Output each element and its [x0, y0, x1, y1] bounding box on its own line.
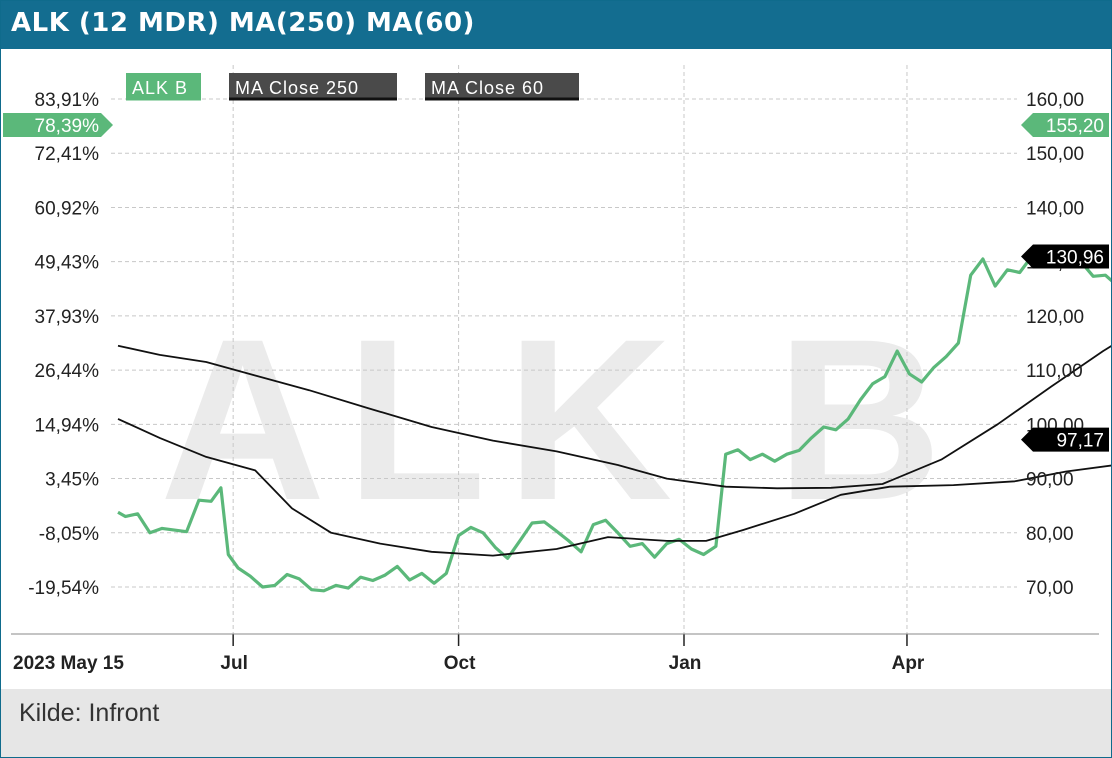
y-left-tick-label: -19,54% — [28, 578, 99, 599]
y-left-tick-label: 83,91% — [35, 90, 100, 111]
footer: Kilde: Infront — [1, 689, 1111, 757]
y-left-tick-label: -8,05% — [39, 524, 99, 545]
last-value-label: 97,17 — [1056, 431, 1104, 452]
watermark: ALK B — [160, 291, 963, 548]
y-right-tick-label: 120,00 — [1026, 307, 1084, 328]
y-right-tick-label: 160,00 — [1026, 90, 1084, 111]
last-value-label: 155,20 — [1046, 116, 1104, 137]
legend-label: ALK B — [132, 78, 188, 98]
y-right-tick-label: 150,00 — [1026, 144, 1084, 165]
legend-chip — [425, 73, 579, 99]
price-chart: ALK B ALK B MA Close 250 MA Close 60 160,0… — [3, 65, 1111, 674]
series-line-alk-b — [117, 254, 1111, 593]
y-left-tick-label: 37,93% — [35, 307, 100, 328]
y-left-tick-label: 14,94% — [35, 415, 100, 436]
y-left-tick-label: 49,43% — [35, 253, 100, 274]
y-left-tick-label: 26,44% — [35, 361, 100, 382]
chart-header: ALK (12 MDR) MA(250) MA(60) — [1, 1, 1111, 49]
chart-title: ALK (12 MDR) MA(250) MA(60) — [11, 8, 475, 38]
x-tick-label: Jul — [220, 653, 247, 674]
source-label: Kilde: Infront — [19, 699, 160, 727]
legend-label: MA Close 60 — [431, 78, 544, 98]
y-right-tick-label: 70,00 — [1026, 578, 1074, 599]
current-percent-label: 78,39% — [35, 116, 100, 137]
x-tick-label: 2023 May 15 — [13, 653, 124, 674]
legend-chip — [229, 73, 397, 99]
last-value-tag — [1021, 113, 1109, 138]
y-right-tick-label: 90,00 — [1026, 470, 1074, 491]
current-percent-tag — [3, 113, 113, 138]
x-tick-label: Oct — [444, 653, 476, 674]
y-right-tick-label: 80,00 — [1026, 524, 1074, 545]
last-value-tag — [1021, 244, 1109, 269]
series-line-ma250 — [117, 344, 1111, 490]
series-line-ma60 — [117, 418, 1111, 557]
legend-chip — [126, 73, 201, 99]
y-left-tick-label: 3,45% — [45, 470, 99, 491]
x-tick-label: Jan — [669, 653, 702, 674]
last-value-label: 130,96 — [1046, 247, 1104, 268]
legend-label: MA Close 250 — [235, 78, 359, 98]
x-tick-label: Apr — [892, 653, 925, 674]
y-right-tick-label: 140,00 — [1026, 198, 1084, 219]
y-left-tick-label: 60,92% — [35, 198, 100, 219]
last-value-tag — [1021, 427, 1109, 452]
y-left-tick-label: 72,41% — [35, 144, 100, 165]
y-right-tick-label: 110,00 — [1026, 361, 1083, 382]
